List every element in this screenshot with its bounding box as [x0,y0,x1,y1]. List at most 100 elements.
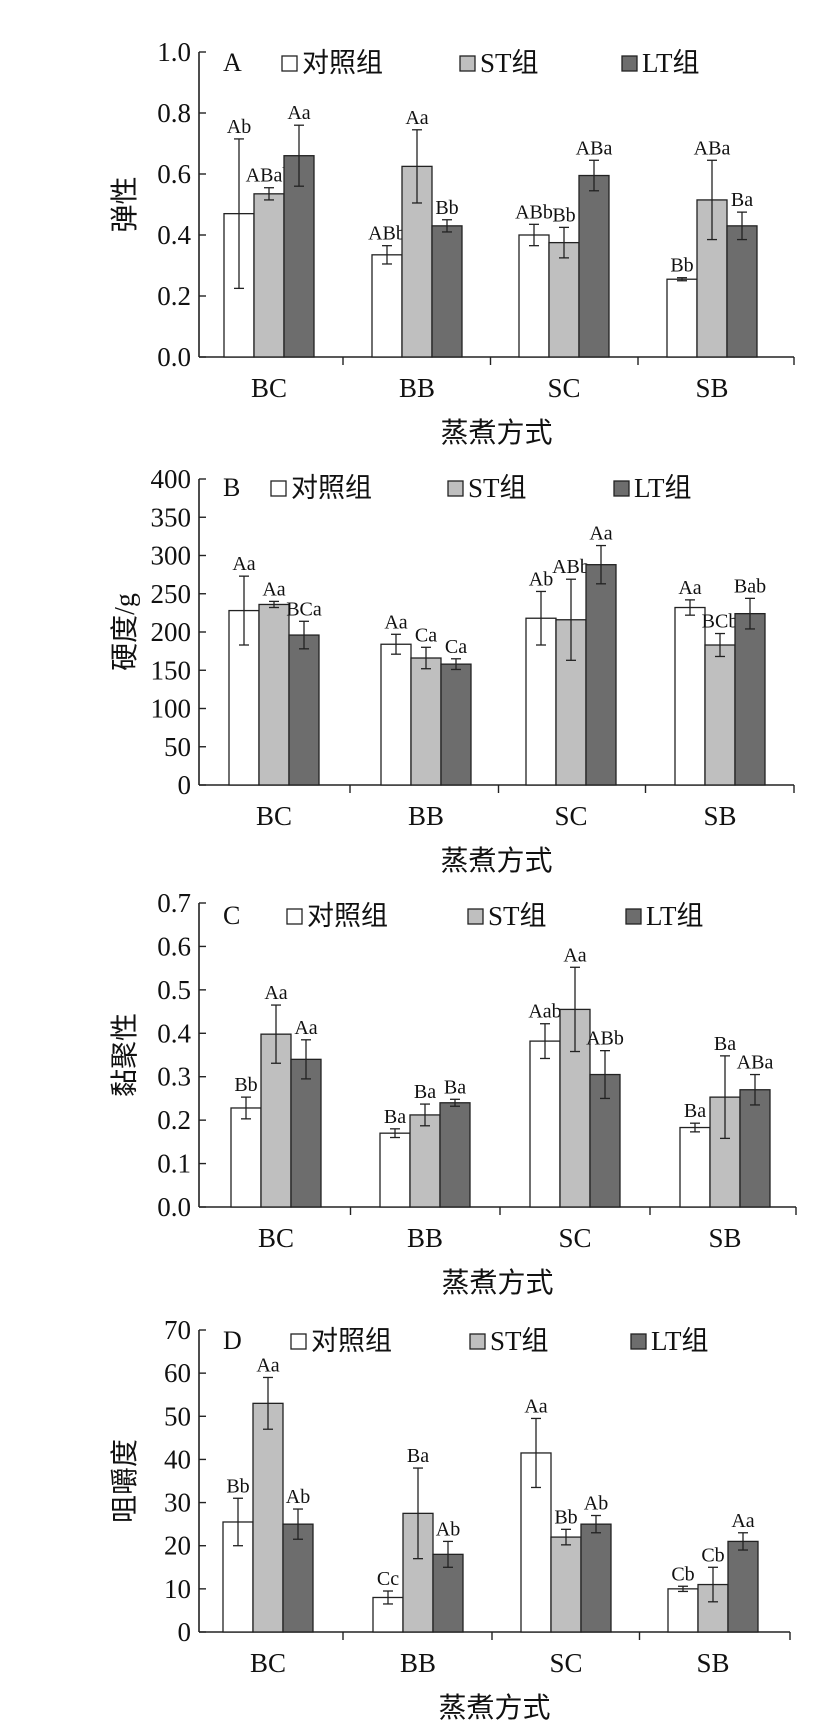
y-tick-label: 300 [151,541,192,571]
y-tick-label: 0 [178,1617,192,1647]
legend-swatch [630,1333,647,1350]
significance-label: Bb [234,1074,257,1096]
significance-label: Bb [552,204,575,226]
significance-label: Cc [377,1568,399,1590]
bar [288,634,320,786]
y-tick-label: 0.2 [157,281,191,311]
y-tick-label: 0.5 [157,975,191,1005]
bar [726,225,758,358]
x-tick-label: SC [549,1648,582,1678]
bar [518,234,550,358]
bar [253,193,285,358]
bar [290,1058,322,1208]
significance-label: Aa [563,944,586,966]
x-axis-title: 蒸煮方式 [438,1692,550,1724]
significance-label: Aa [287,102,310,124]
panel-label: B [223,473,240,502]
bar [431,225,463,358]
bar [679,1126,711,1208]
y-tick-label: 0.8 [157,98,191,128]
bar [550,1536,582,1633]
significance-label: BCa [286,598,322,620]
significance-label: Aa [524,1395,547,1417]
bar [283,155,315,358]
y-tick-label: 250 [151,579,192,609]
y-tick-label: 0.2 [157,1105,191,1135]
y-tick-label: 50 [164,1401,191,1431]
significance-label: Bab [734,575,766,597]
y-axis-title: 硬度/g [109,593,141,671]
legend-label: LT组 [634,473,692,503]
significance-label: Aa [294,1017,317,1039]
bar [585,564,617,786]
panel-label: D [223,1326,242,1355]
bar [580,1523,612,1633]
significance-label: Ca [445,636,467,658]
significance-label: Ab [529,568,553,590]
x-axis-title: 蒸煮方式 [440,417,552,449]
significance-label: Aa [589,523,612,545]
x-tick-label: BB [408,801,444,831]
y-tick-label: 400 [151,464,192,494]
x-tick-label: BB [400,1648,436,1678]
bar [410,657,442,786]
legend-label: 对照组 [307,901,388,931]
bar [667,1588,699,1633]
bar [578,174,610,358]
bar [440,663,472,786]
significance-label: Bb [554,1506,577,1528]
legend-label: 对照组 [302,48,383,78]
y-tick-label: 20 [164,1531,191,1561]
significance-label: Ab [286,1486,310,1508]
significance-label: Bb [670,255,693,277]
significance-label: Aa [262,578,285,600]
y-tick-label: 30 [164,1488,191,1518]
y-tick-label: 40 [164,1444,191,1474]
legend-label: LT组 [651,1326,709,1356]
y-tick-label: 0.6 [157,159,191,189]
legend-swatch [290,1333,307,1350]
legend-label: LT组 [646,901,704,931]
legend-swatch [270,480,287,497]
y-tick-label: 0.3 [157,1062,191,1092]
legend-label: 对照组 [291,473,372,503]
significance-label: Ba [414,1081,436,1103]
y-axis-title: 黏聚性 [109,1013,141,1097]
significance-label: Cb [701,1544,724,1566]
y-tick-label: 60 [164,1358,191,1388]
x-tick-label: BB [399,373,435,403]
x-axis-title: 蒸煮方式 [440,845,552,877]
significance-label: BCb [702,611,739,633]
significance-label: ABb [368,223,406,245]
bar [704,644,736,786]
legend-swatch [447,480,464,497]
significance-label: Aa [731,1510,754,1532]
y-tick-label: 0.0 [157,342,191,372]
y-tick-label: 0.1 [157,1149,191,1179]
bar [739,1089,771,1208]
significance-label: Ba [407,1445,429,1467]
legend-swatch [281,55,298,72]
x-tick-label: SB [708,1223,741,1253]
significance-label: ABab [246,165,293,187]
legend-swatch [459,55,476,72]
significance-label: ABa [576,137,613,159]
y-tick-label: 0 [178,770,192,800]
y-axis-title: 弹性 [109,176,141,232]
x-tick-label: SC [554,801,587,831]
significance-label: Aab [528,1001,561,1023]
bar [282,1523,314,1633]
significance-label: Cb [671,1563,694,1585]
x-tick-label: BC [258,1223,294,1253]
panel-label: A [223,48,242,77]
y-tick-label: 350 [151,502,192,532]
x-tick-label: BB [407,1223,443,1253]
significance-label: Bb [435,197,458,219]
legend-label: ST组 [468,473,527,503]
significance-label: Ab [436,1518,460,1540]
legend-label: 对照组 [311,1326,392,1356]
y-axis-title: 咀嚼度 [109,1439,141,1523]
bar [252,1402,284,1633]
bar [727,1540,759,1633]
